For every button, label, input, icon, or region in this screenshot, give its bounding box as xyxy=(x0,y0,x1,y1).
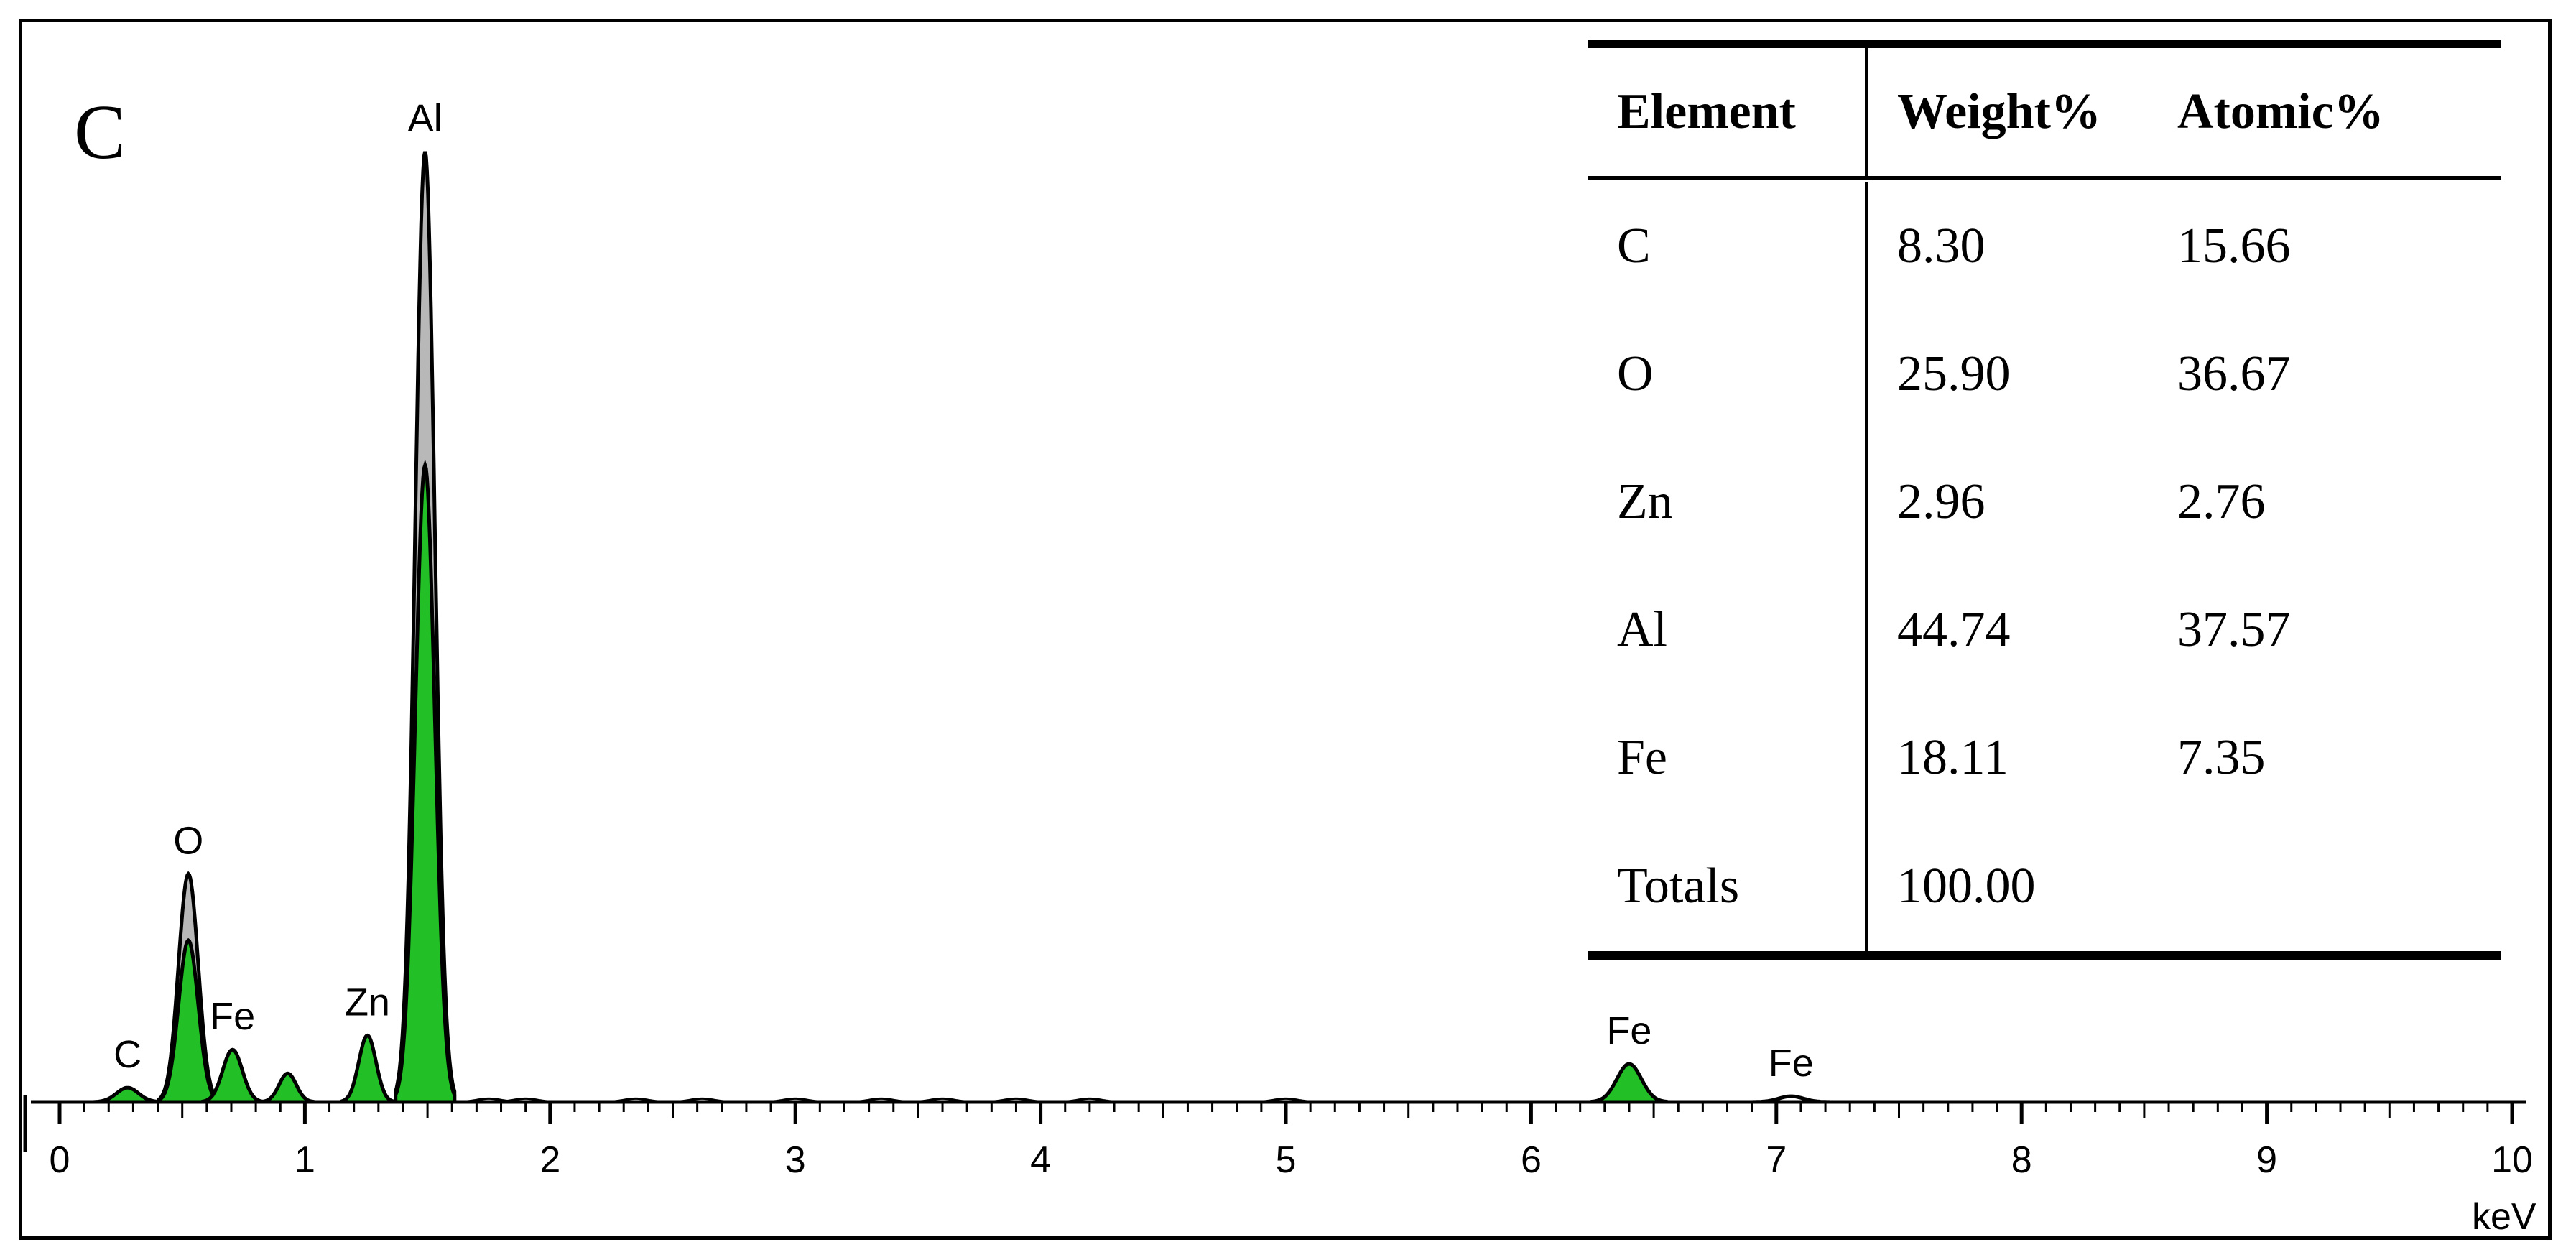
peak-label-al: Al xyxy=(408,97,443,140)
cell-element: Totals xyxy=(1588,822,1868,951)
x-tick-label: 3 xyxy=(785,1139,806,1181)
cell-element: Al xyxy=(1588,566,1868,694)
peak-area-green xyxy=(1590,1062,1668,1104)
peak-area-green xyxy=(260,1071,315,1104)
eds-figure: C 0 1 2 3 4 5 6 7 8 9 10 keV C O Fe Zn Al Fe Fe Element We… xyxy=(19,19,2552,1240)
x-tick-label: 0 xyxy=(50,1139,70,1181)
peak-area-green xyxy=(157,937,220,1104)
header-weight: Weight% xyxy=(1897,84,2101,139)
header-element: Element xyxy=(1588,48,1868,176)
cell-element: Zn xyxy=(1588,438,1868,566)
cell-weight: 18.11 xyxy=(1897,730,2009,785)
cell-weight: 100.00 xyxy=(1897,858,2036,914)
cell-element: C xyxy=(1588,182,1868,310)
peak-label-fe: Fe xyxy=(1769,1042,1814,1085)
peak-label-c: C xyxy=(113,1033,142,1076)
x-unit-label: keV xyxy=(2472,1196,2536,1236)
table-top-rule xyxy=(1588,40,2501,48)
header-atomic: Atomic% xyxy=(2177,84,2384,139)
table-row: Zn 2.96 2.76 xyxy=(1588,438,2501,566)
peak-label-fe: Fe xyxy=(210,995,255,1038)
cell-atomic: 37.57 xyxy=(2177,602,2291,657)
cell-weight: 44.74 xyxy=(1897,602,2011,657)
table-row: O 25.90 36.67 xyxy=(1588,310,2501,438)
cell-atomic: 7.35 xyxy=(2177,730,2266,785)
cell-weight: 2.96 xyxy=(1897,474,1986,529)
cell-atomic xyxy=(2177,822,2501,951)
peak-label-o: O xyxy=(173,819,203,862)
table-body: C 8.30 15.66 O 25.90 36.67 Zn 2.96 2.76 … xyxy=(1588,180,2501,951)
peak-area-green xyxy=(201,1047,264,1104)
cell-element: Fe xyxy=(1588,694,1868,822)
x-tick-label: 8 xyxy=(2011,1139,2032,1181)
table-row: Al 44.74 37.57 xyxy=(1588,566,2501,694)
table-row: C 8.30 15.66 xyxy=(1588,182,2501,310)
peak-area-green xyxy=(93,1085,163,1104)
composition-table: Element Weight% Atomic% C 8.30 15.66 O 2… xyxy=(1588,40,2501,960)
x-tick-label: 10 xyxy=(2491,1139,2533,1181)
x-tick-label: 6 xyxy=(1521,1139,1542,1181)
panel-letter: C xyxy=(74,90,126,175)
cell-atomic: 2.76 xyxy=(2177,474,2266,529)
x-tick-label: 4 xyxy=(1030,1139,1051,1181)
x-tick-label: 5 xyxy=(1276,1139,1297,1181)
cell-weight: 25.90 xyxy=(1897,346,2011,402)
peak-label-zn: Zn xyxy=(345,981,390,1024)
x-tick-label: 9 xyxy=(2256,1139,2277,1181)
peak-area-green xyxy=(394,459,457,1104)
cell-atomic: 36.67 xyxy=(2177,346,2291,402)
x-tick-label: 1 xyxy=(295,1139,315,1181)
table-row: Fe 18.11 7.35 xyxy=(1588,694,2501,822)
cell-atomic: 15.66 xyxy=(2177,218,2291,274)
table-bottom-rule xyxy=(1588,951,2501,960)
peak-label-fe: Fe xyxy=(1606,1009,1651,1052)
cell-weight: 8.30 xyxy=(1897,218,1986,274)
x-tick-label: 7 xyxy=(1766,1139,1787,1181)
cell-element: O xyxy=(1588,310,1868,438)
peak-area-green xyxy=(340,1033,395,1104)
x-tick-label: 2 xyxy=(539,1139,560,1181)
table-row: Totals 100.00 xyxy=(1588,822,2501,951)
table-header-row: Element Weight% Atomic% xyxy=(1588,48,2501,180)
